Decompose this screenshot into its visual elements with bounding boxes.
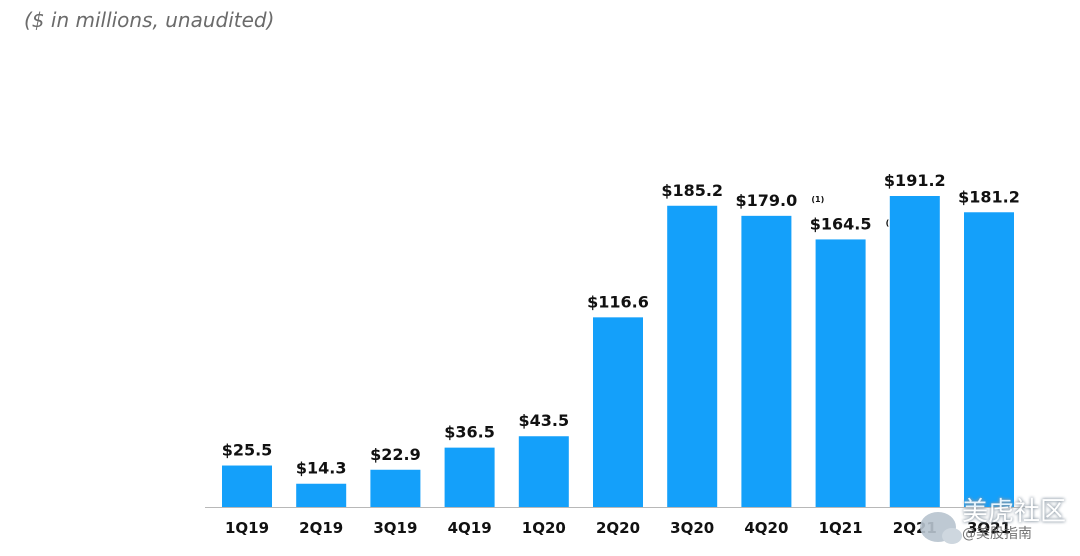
x-tick-label-1q20: 1Q20 [522, 519, 566, 537]
value-label-3q19: $22.9 [370, 445, 421, 464]
x-tick-label-3q21: 3Q21 [967, 519, 1011, 537]
value-label-1q19: $25.5 [222, 441, 273, 460]
x-tick-label-4q20: 4Q20 [744, 519, 788, 537]
bar-2q20 [593, 317, 643, 507]
x-tick-label-3q19: 3Q19 [373, 519, 417, 537]
bar-1q21 [815, 239, 866, 508]
bar-4q20 [741, 215, 792, 507]
x-tick-label-2q20: 2Q20 [596, 519, 640, 537]
chart-subtitle: ($ in millions, unaudited) [24, 8, 275, 32]
bar-3q21 [964, 212, 1014, 507]
bar-1q20 [518, 436, 569, 507]
wechat-icon [919, 512, 962, 544]
value-label-2q19: $14.3 [296, 459, 347, 478]
value-label-3q21: $181.2 [958, 187, 1020, 206]
bar-2q21 [889, 196, 940, 507]
value-label-1q20: $43.5 [518, 411, 569, 430]
bar-2q19 [296, 483, 347, 507]
bar-1q19 [222, 465, 272, 507]
x-tick-label-2q19: 2Q19 [299, 519, 343, 537]
value-label-4q20: $179.0 [736, 191, 798, 210]
watermark: 美虎社区 @美股指南 [919, 497, 1066, 544]
value-label-3q20: $185.2 [661, 181, 723, 200]
x-tick-label-1q21: 1Q21 [819, 519, 863, 537]
value-label-1q21: $164.5 [810, 214, 872, 233]
bar-3q19 [370, 469, 421, 507]
watermark-title: 美虎社区 [961, 497, 1066, 527]
footnote-marker-4q20: (1) [811, 195, 824, 204]
watermark-handle: @美股指南 [961, 526, 1032, 542]
x-tick-label-1q19: 1Q19 [225, 519, 269, 537]
value-label-2q21: $191.2 [884, 171, 946, 190]
value-label-4q19: $36.5 [444, 423, 495, 442]
bar-4q19 [444, 447, 495, 507]
value-label-2q20: $116.6 [587, 292, 649, 311]
bar-3q20 [667, 205, 718, 508]
x-tick-label-3q20: 3Q20 [670, 519, 714, 537]
x-tick-label-4q19: 4Q19 [448, 519, 492, 537]
